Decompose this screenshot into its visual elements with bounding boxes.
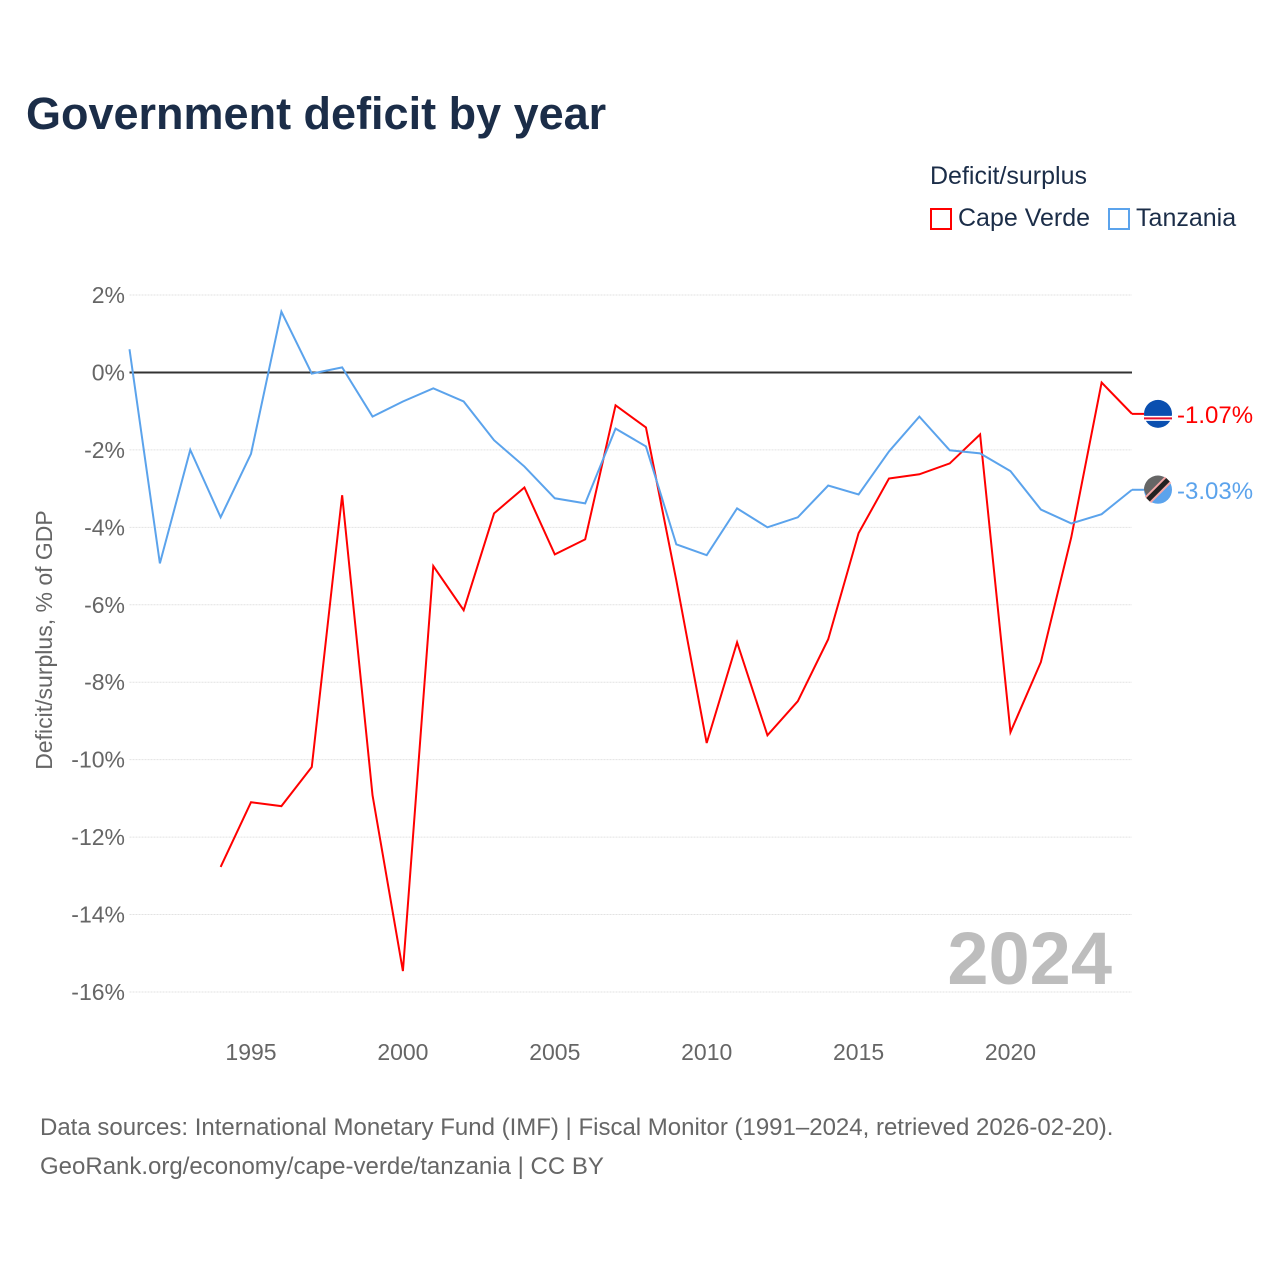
y-tick-label: 0%	[92, 359, 125, 385]
flag-stripe	[1146, 478, 1170, 502]
legend-swatch-cape-verde	[930, 207, 952, 230]
x-tick-label: 2010	[681, 1039, 732, 1065]
x-tick-label: 1995	[225, 1039, 276, 1065]
legend-label: Tanzania	[1136, 204, 1237, 232]
year-watermark: 2024	[947, 917, 1112, 1000]
y-tick-label: -8%	[84, 669, 125, 695]
legend-swatch-tanzania	[1108, 207, 1131, 230]
y-tick-label: -6%	[84, 592, 125, 618]
series-line-tanzania	[128, 308, 1133, 564]
x-tick-label: 2020	[985, 1039, 1036, 1065]
cape-verde-flag-icon	[1144, 399, 1172, 428]
series-line-cape-verde	[219, 380, 1133, 972]
x-tick-label: 2015	[833, 1039, 884, 1065]
flag-stripe	[1144, 417, 1172, 420]
x-tick-label: 2000	[377, 1039, 428, 1065]
footer: Data sources: International Monetary Fun…	[40, 1108, 1113, 1186]
y-tick-label: -4%	[84, 514, 125, 540]
legend-title: Deficit/surplus	[930, 162, 1087, 190]
y-tick-label: -14%	[71, 902, 125, 928]
legend-item-cape-verde[interactable]: Cape Verde	[930, 204, 1090, 233]
end-value-label: -1.07%	[1177, 402, 1253, 429]
y-tick-label: -16%	[71, 979, 125, 1005]
legend: Cape Verde Tanzania	[930, 204, 1236, 233]
y-axis-label: Deficit/surplus, % of GDP	[31, 510, 57, 769]
y-tick-label: -12%	[71, 824, 125, 850]
source-text: Data sources: International Monetary Fun…	[40, 1114, 1114, 1141]
attribution-text: GeoRank.org/economy/cape-verde/tanzania …	[40, 1153, 604, 1180]
y-tick-label: -2%	[84, 437, 125, 463]
end-value-label: -3.03%	[1177, 478, 1253, 505]
y-tick-label: 2%	[92, 282, 125, 308]
legend-label: Cape Verde	[958, 204, 1091, 232]
legend-item-tanzania[interactable]: Tanzania	[1108, 204, 1236, 233]
x-tick-label: 2005	[529, 1039, 580, 1065]
chart-title: Government deficit by year	[26, 88, 607, 139]
y-tick-label: -10%	[71, 747, 125, 773]
